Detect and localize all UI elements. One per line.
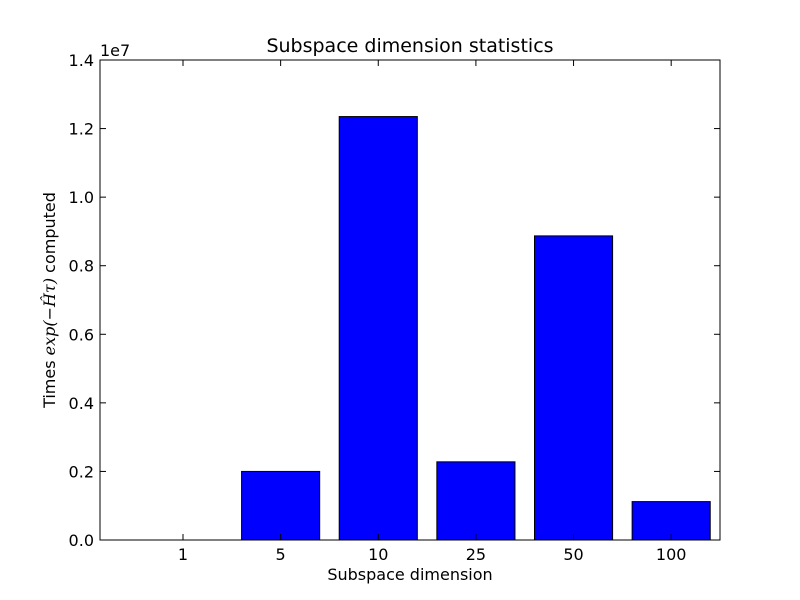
y-offset-label: 1e7: [100, 41, 130, 60]
x-axis: 1 5 10 25 50 100: [178, 60, 687, 564]
y-axis-label-math: exp(−Ĥτ): [39, 278, 59, 355]
bar-25: [436, 461, 516, 541]
x-axis-label: Subspace dimension: [327, 565, 492, 584]
y-tick-label: 1.4: [69, 51, 94, 70]
x-tick-label: 5: [276, 545, 286, 564]
y-axis: 0.0 0.2 0.4 0.6 0.8 1.0 1.2 1.4: [69, 51, 720, 550]
bar-10: [338, 116, 418, 541]
x-tick-label: 10: [368, 545, 388, 564]
y-tick-label: 0.6: [69, 325, 94, 344]
y-tick-label: 0.4: [69, 394, 94, 413]
y-tick-label: 1.2: [69, 120, 94, 139]
y-axis-label-suffix: computed: [40, 192, 59, 278]
x-tick-label: 100: [656, 545, 687, 564]
plot-frame: [99, 59, 721, 541]
y-tick-label: 0.8: [69, 257, 94, 276]
y-tick-label: 0.2: [69, 462, 94, 481]
x-tick-label: 1: [178, 545, 188, 564]
y-tick-label: 1.0: [69, 188, 94, 207]
y-axis-label-prefix: Times: [40, 355, 59, 409]
bar-50: [533, 235, 614, 541]
y-tick-label: 0.0: [69, 531, 94, 550]
x-tick-label: 25: [466, 545, 486, 564]
bar-100: [631, 501, 711, 541]
x-tick-label: 50: [563, 545, 583, 564]
y-axis-label: Times exp(−Ĥτ) computed: [39, 192, 59, 409]
bar-5: [241, 470, 321, 541]
chart-title: Subspace dimension statistics: [266, 35, 553, 57]
bars-group: [241, 116, 711, 541]
